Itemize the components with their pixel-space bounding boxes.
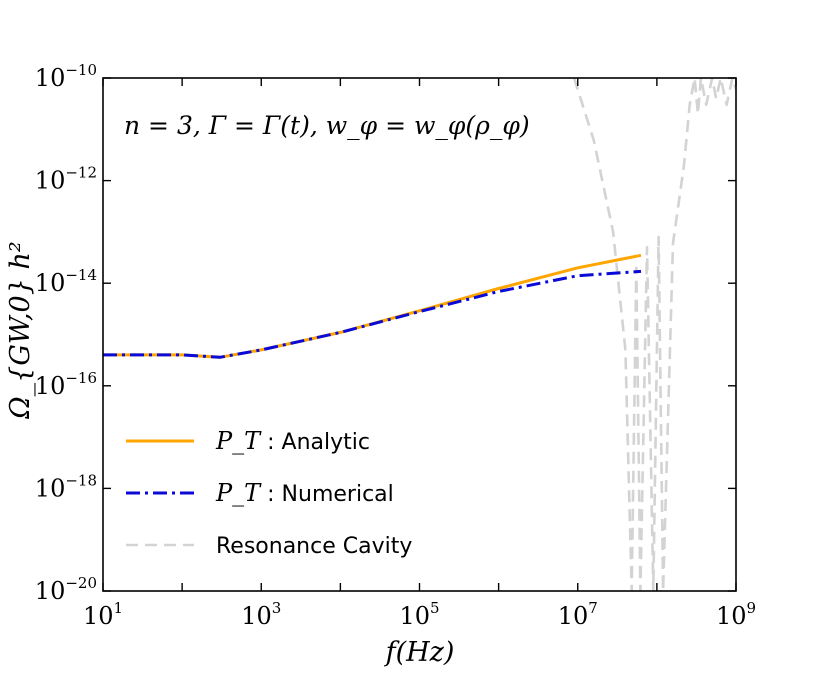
legend-label: Resonance Cavity [216,534,412,559]
y-tick-label: 10−14 [35,266,97,297]
x-axis-ticks: 101 103 105 107 109 [83,78,756,630]
y-tick-label: 10−18 [35,471,97,502]
x-tick-label: 103 [241,599,281,630]
y-axis-ticks: 10−10 10−12 10−14 10−16 10−18 10−20 [35,61,736,605]
y-tick-label: 10−16 [35,369,97,400]
series-line-resonance-cavity [572,78,736,591]
x-tick-label: 101 [83,599,123,630]
x-tick-label: 109 [716,599,756,630]
y-axis-label: Ω_{GW,0} h² [5,241,36,419]
legend: P_T : Analytic P_T : Numerical Resonance C… [126,427,412,559]
x-tick-label: 105 [399,599,439,630]
y-tick-label: 10−12 [35,164,97,195]
series-line-numerical [103,269,642,359]
series-layer [103,78,736,591]
plot-area [103,78,736,591]
legend-label: P_T : Numerical [215,479,394,507]
x-tick-label: 107 [558,599,598,630]
annotation-parameters: n = 3, Γ = Γ(t), w_φ = w_φ(ρ_φ) [124,111,530,140]
y-tick-label: 10−20 [35,574,97,605]
legend-label: P_T : Analytic [215,427,370,455]
y-tick-label: 10−10 [35,61,97,92]
x-axis-label: f(Hz) [384,637,455,668]
